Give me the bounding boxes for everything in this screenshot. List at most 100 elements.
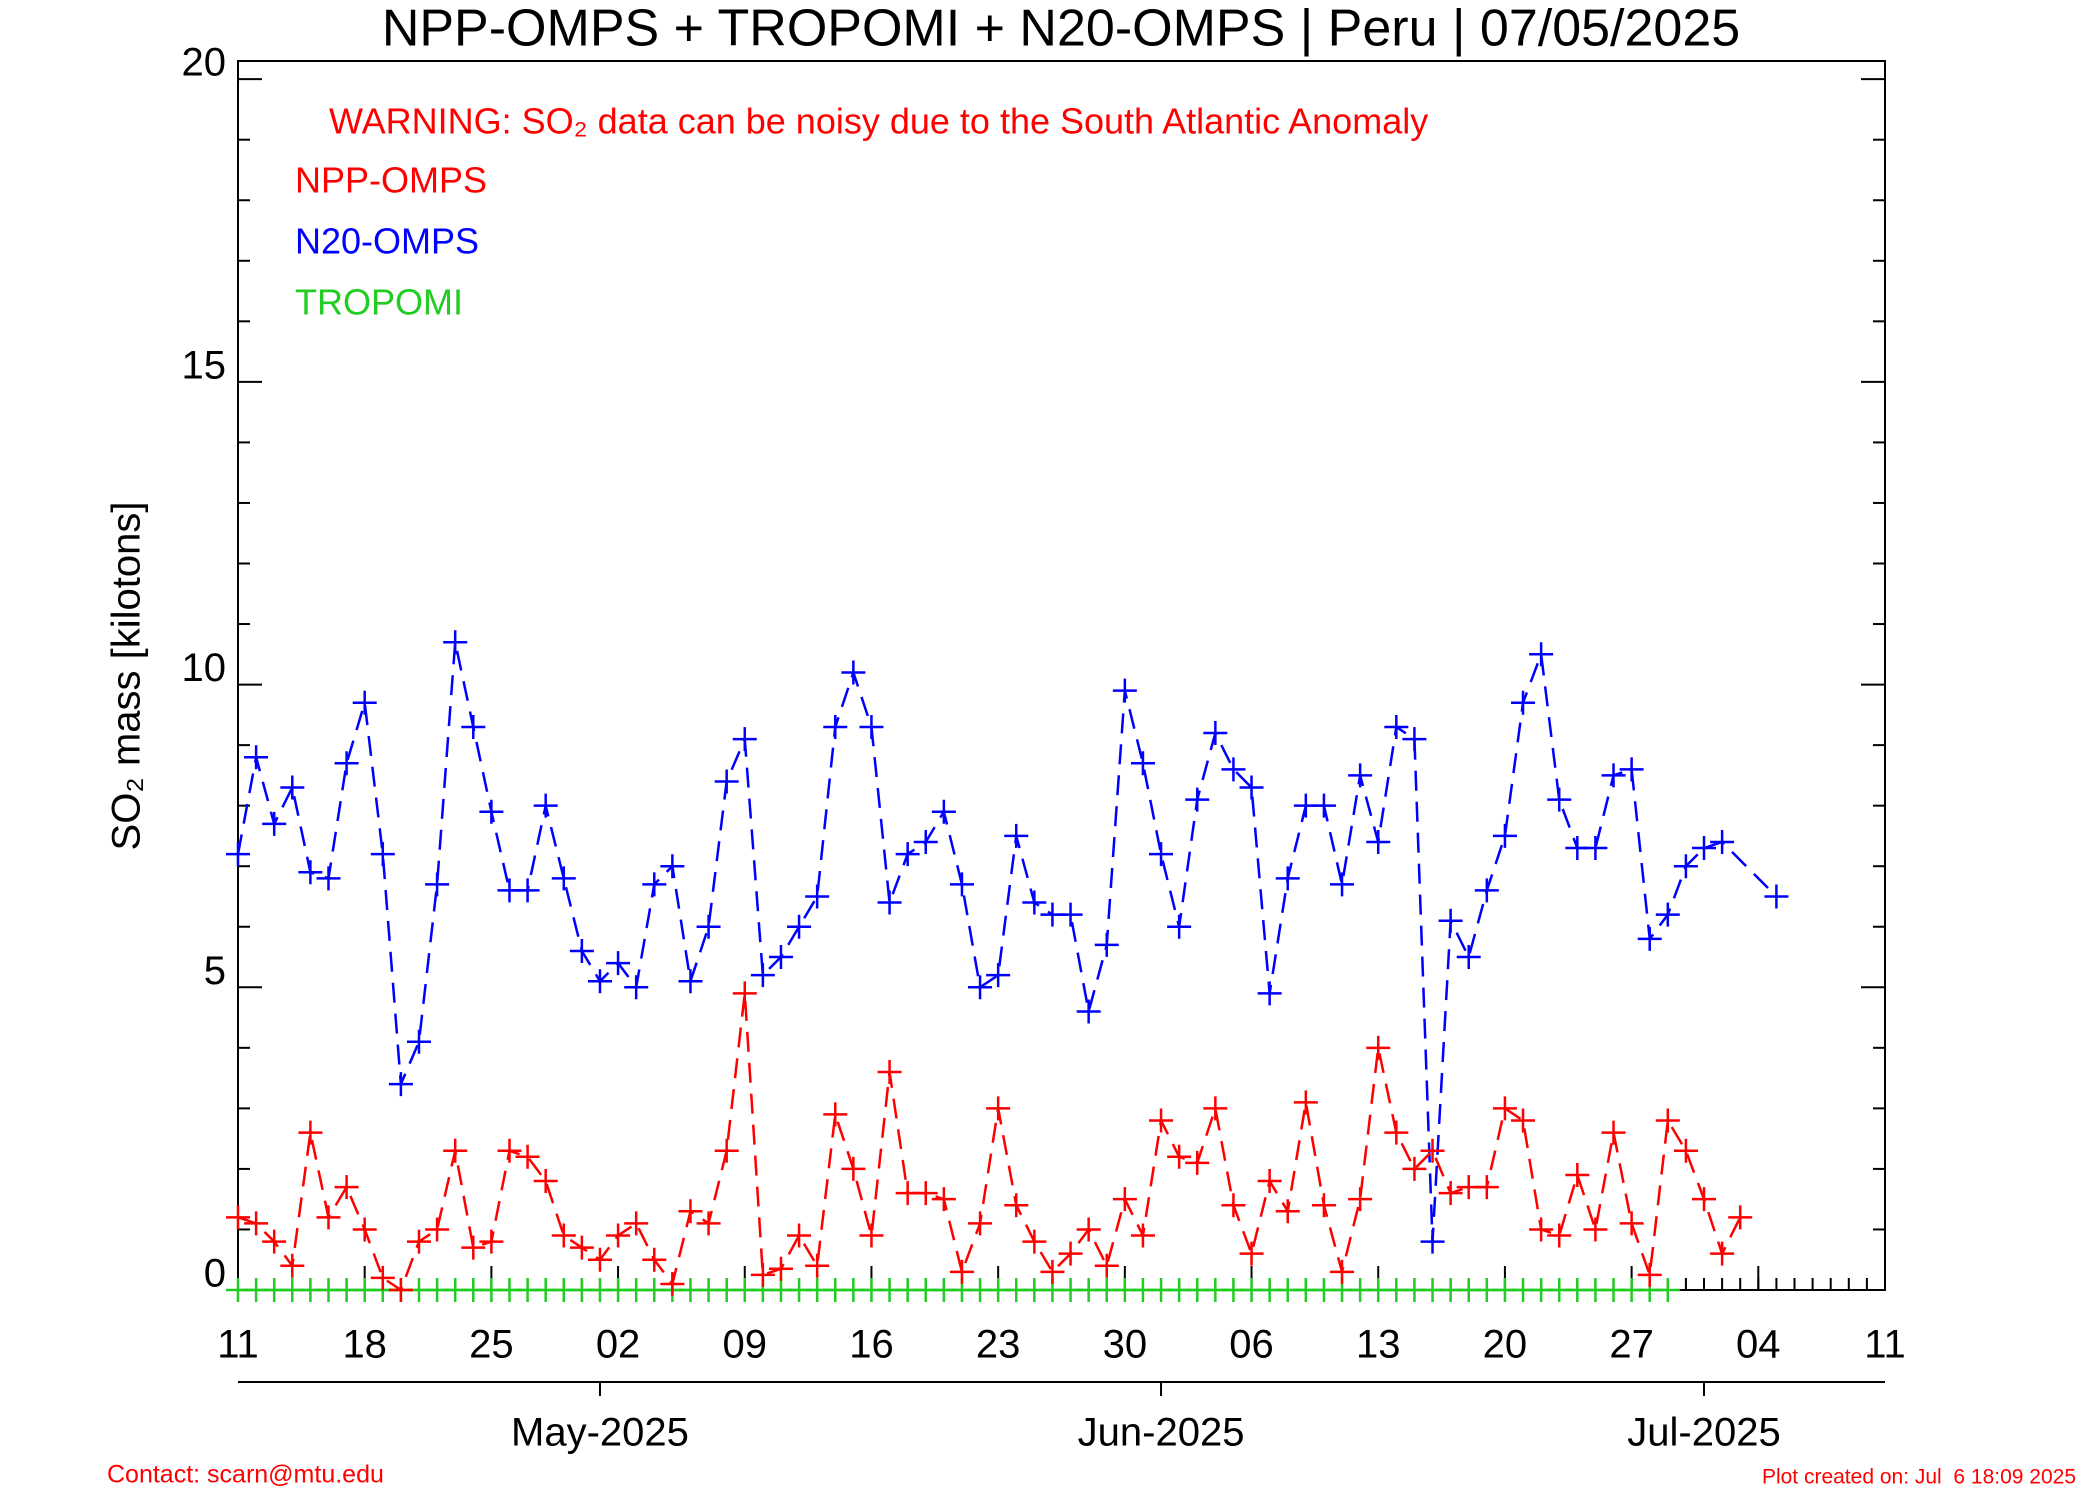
- marker: [298, 1120, 323, 1145]
- marker: [298, 860, 323, 885]
- marker: [1601, 1120, 1626, 1145]
- x-tick-label: 09: [723, 1323, 768, 1367]
- marker: [624, 975, 649, 1000]
- marker: [624, 1211, 649, 1236]
- marker: [606, 1223, 631, 1248]
- marker: [823, 1102, 848, 1127]
- marker: [877, 890, 902, 915]
- marker: [1348, 763, 1373, 788]
- marker: [334, 751, 359, 776]
- marker: [461, 1235, 486, 1260]
- marker: [660, 854, 685, 879]
- marker: [479, 1229, 504, 1254]
- marker: [1692, 1187, 1717, 1212]
- marker: [1710, 829, 1735, 854]
- x2-tick-label: May-2025: [511, 1411, 689, 1455]
- marker: [968, 1211, 993, 1236]
- marker: [443, 1138, 468, 1163]
- x-tick-label: 18: [342, 1323, 387, 1367]
- marker: [1185, 787, 1210, 812]
- marker: [1257, 1169, 1282, 1194]
- marker: [714, 1138, 739, 1163]
- marker: [1094, 932, 1119, 957]
- marker: [551, 866, 576, 891]
- marker: [533, 793, 558, 818]
- marker: [569, 938, 594, 963]
- marker: [1655, 1108, 1680, 1133]
- marker: [1673, 1138, 1698, 1163]
- marker: [425, 1217, 450, 1242]
- legend-label: NPP-OMPS: [295, 160, 487, 201]
- legend-label: N20-OMPS: [295, 221, 479, 262]
- x-tick-label: 02: [596, 1323, 641, 1367]
- x-tick-label: 27: [1609, 1323, 1654, 1367]
- marker: [316, 866, 341, 891]
- marker: [1565, 1162, 1590, 1187]
- marker: [1655, 902, 1680, 927]
- x-tick-label: 04: [1736, 1323, 1781, 1367]
- marker: [1492, 823, 1517, 848]
- marker: [370, 842, 395, 867]
- marker: [1420, 1229, 1445, 1254]
- marker: [1511, 690, 1536, 715]
- marker: [316, 1205, 341, 1230]
- marker: [1203, 1096, 1228, 1121]
- marker: [1275, 866, 1300, 891]
- created-note: Plot created on: Jul 6 18:09 2025: [1762, 1466, 2076, 1489]
- marker: [1348, 1187, 1373, 1212]
- marker: [1130, 1223, 1155, 1248]
- marker: [986, 1096, 1011, 1121]
- marker: [696, 914, 721, 939]
- marker: [1547, 1223, 1572, 1248]
- marker: [497, 1138, 522, 1163]
- marker: [587, 1247, 612, 1272]
- marker: [244, 745, 269, 770]
- marker: [1076, 999, 1101, 1024]
- marker: [1619, 1211, 1644, 1236]
- marker: [986, 963, 1011, 988]
- x-tick-label: 23: [976, 1323, 1021, 1367]
- marker: [533, 1169, 558, 1194]
- marker: [805, 884, 830, 909]
- marker: [551, 1223, 576, 1248]
- marker: [732, 727, 757, 752]
- x2-tick-label: Jun-2025: [1078, 1411, 1245, 1455]
- marker: [1366, 1035, 1391, 1060]
- marker: [1420, 1138, 1445, 1163]
- marker: [406, 1029, 431, 1054]
- marker: [425, 872, 450, 897]
- x-tick-label: 11: [1864, 1323, 1906, 1367]
- marker: [678, 969, 703, 994]
- marker: [1366, 829, 1391, 854]
- y-tick-label: 20: [182, 41, 227, 85]
- marker: [823, 714, 848, 739]
- marker: [1438, 908, 1463, 933]
- marker: [1022, 1229, 1047, 1254]
- marker: [696, 1211, 721, 1236]
- marker: [1438, 1181, 1463, 1206]
- x-tick-label: 11: [217, 1323, 259, 1367]
- marker: [895, 842, 920, 867]
- legend-label: TROPOMI: [295, 282, 463, 323]
- marker: [1311, 793, 1336, 818]
- marker: [262, 811, 287, 836]
- x-tick-label: 06: [1229, 1323, 1274, 1367]
- marker: [1764, 884, 1789, 909]
- y-tick-label: 0: [204, 1252, 226, 1296]
- marker: [1728, 1205, 1753, 1230]
- marker: [949, 1259, 974, 1284]
- marker: [443, 630, 468, 655]
- marker: [1257, 981, 1282, 1006]
- marker: [352, 1217, 377, 1242]
- x-tick-label: 25: [469, 1323, 514, 1367]
- marker: [1112, 678, 1137, 703]
- x-tick-label: 13: [1356, 1323, 1401, 1367]
- marker: [1492, 1096, 1517, 1121]
- marker: [660, 1271, 685, 1296]
- contact: Contact: scarn@mtu.edu: [107, 1461, 384, 1489]
- marker: [1185, 1150, 1210, 1175]
- marker: [931, 1187, 956, 1212]
- y-axis-title: SO₂ mass [kilotons]: [105, 502, 149, 851]
- marker: [859, 714, 884, 739]
- marker: [949, 872, 974, 897]
